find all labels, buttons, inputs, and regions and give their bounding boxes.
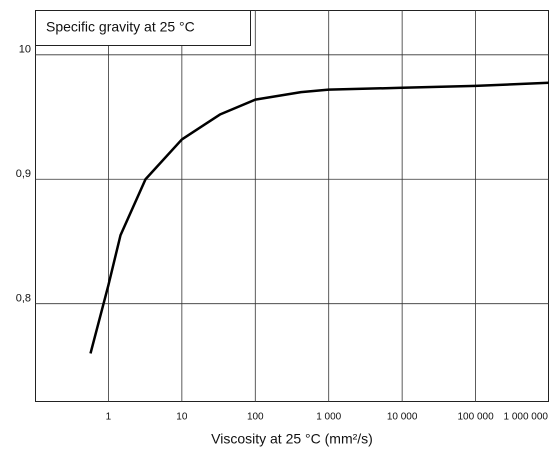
x-tick-label: 1 — [106, 412, 112, 423]
x-tick-label: 1 000 — [316, 412, 341, 423]
lines — [89, 81, 549, 354]
title-box — [35, 10, 251, 46]
x-tick-label: 100 — [247, 412, 264, 423]
grid — [35, 10, 549, 402]
x-tick-label: 100 000 — [457, 412, 494, 423]
x-axis-label: Viscosity at 25 °C (mm²/s) — [211, 431, 373, 447]
x-tick-label: 10 000 — [387, 412, 418, 423]
x-tick-label: 1 000 000 — [504, 412, 549, 423]
y-tick-label: 0,8 — [16, 293, 31, 305]
x-tick-label: 10 — [176, 412, 188, 423]
series-line — [89, 81, 549, 354]
y-tick-label: 0,9 — [16, 168, 31, 180]
chart-title: Specific gravity at 25 °C — [46, 19, 195, 35]
plot-frame — [35, 10, 549, 402]
y-tick-label: 10 — [19, 44, 31, 56]
